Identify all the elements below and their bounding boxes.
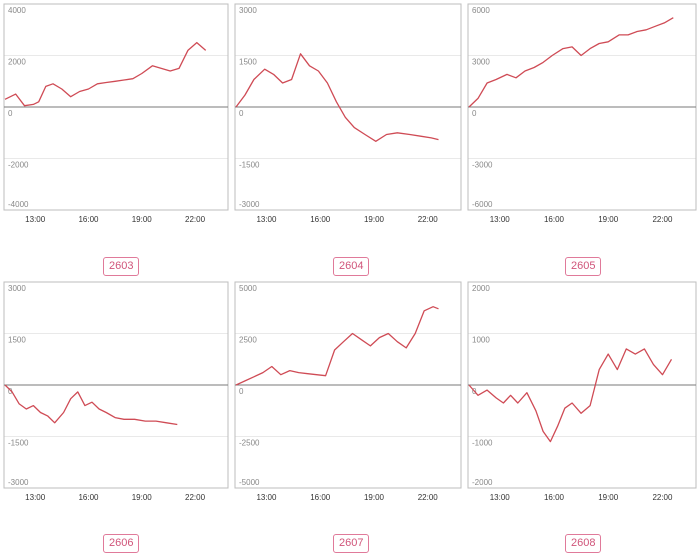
x-tick-label: 22:00 bbox=[185, 493, 206, 502]
series-line bbox=[4, 384, 178, 426]
y-tick-label: -3000 bbox=[239, 200, 260, 209]
y-tick-label: 1500 bbox=[239, 58, 257, 67]
y-tick-label: 5000 bbox=[239, 284, 257, 293]
y-tick-label: 3000 bbox=[239, 6, 257, 15]
y-tick-label: -5000 bbox=[239, 478, 260, 487]
x-tick-label: 13:00 bbox=[25, 493, 46, 502]
x-tick-label: 19:00 bbox=[132, 215, 153, 224]
y-tick-label: 3000 bbox=[472, 58, 490, 67]
y-tick-label: 2000 bbox=[8, 58, 26, 67]
x-tick-label: 19:00 bbox=[364, 493, 385, 502]
y-tick-label: -2000 bbox=[8, 161, 29, 170]
y-tick-label: 2000 bbox=[472, 284, 490, 293]
x-tick-label: 13:00 bbox=[256, 215, 277, 224]
y-tick-label: 2500 bbox=[239, 336, 257, 345]
contract-badge-2603[interactable]: 2603 bbox=[103, 257, 140, 276]
y-tick-label: 0 bbox=[8, 109, 13, 118]
y-tick-label: 0 bbox=[239, 387, 244, 396]
y-tick-label: 0 bbox=[8, 387, 13, 396]
x-tick-label: 22:00 bbox=[418, 493, 439, 502]
series-line bbox=[468, 17, 674, 108]
contract-badge-2605[interactable]: 2605 bbox=[565, 257, 602, 276]
x-tick-label: 19:00 bbox=[598, 493, 619, 502]
contract-badge-2606[interactable]: 2606 bbox=[103, 534, 140, 553]
x-tick-label: 19:00 bbox=[598, 215, 619, 224]
y-tick-label: 1000 bbox=[472, 336, 490, 345]
series-line bbox=[235, 306, 439, 386]
y-tick-label: 4000 bbox=[8, 6, 26, 15]
y-tick-label: 3000 bbox=[8, 284, 26, 293]
x-tick-label: 19:00 bbox=[364, 215, 385, 224]
x-tick-label: 22:00 bbox=[185, 215, 206, 224]
y-tick-label: 0 bbox=[472, 109, 477, 118]
y-tick-label: -2000 bbox=[472, 478, 493, 487]
series-line bbox=[235, 53, 439, 142]
y-tick-label: -4000 bbox=[8, 200, 29, 209]
y-tick-label: 1500 bbox=[8, 336, 26, 345]
y-tick-label: -1500 bbox=[8, 439, 29, 448]
x-tick-label: 13:00 bbox=[256, 493, 277, 502]
x-tick-label: 16:00 bbox=[544, 493, 565, 502]
y-tick-label: -3000 bbox=[472, 161, 493, 170]
y-tick-label: -3000 bbox=[8, 478, 29, 487]
x-tick-label: 16:00 bbox=[78, 215, 99, 224]
contract-badge-2604[interactable]: 2604 bbox=[333, 257, 370, 276]
x-tick-label: 16:00 bbox=[78, 493, 99, 502]
x-tick-label: 16:00 bbox=[310, 493, 331, 502]
x-tick-label: 13:00 bbox=[490, 215, 511, 224]
y-tick-label: 6000 bbox=[472, 6, 490, 15]
series-line bbox=[4, 41, 207, 107]
series-line bbox=[468, 348, 673, 443]
y-tick-label: -1000 bbox=[472, 439, 493, 448]
y-tick-label: -2500 bbox=[239, 439, 260, 448]
x-tick-label: 22:00 bbox=[652, 493, 673, 502]
x-tick-label: 16:00 bbox=[544, 215, 565, 224]
x-tick-label: 16:00 bbox=[310, 215, 331, 224]
contract-badge-2607[interactable]: 2607 bbox=[333, 534, 370, 553]
y-tick-label: 0 bbox=[239, 109, 244, 118]
x-tick-label: 19:00 bbox=[132, 493, 153, 502]
x-tick-label: 13:00 bbox=[25, 215, 46, 224]
contract-badge-2608[interactable]: 2608 bbox=[565, 534, 602, 553]
x-tick-label: 22:00 bbox=[418, 215, 439, 224]
y-tick-label: -6000 bbox=[472, 200, 493, 209]
x-tick-label: 13:00 bbox=[490, 493, 511, 502]
y-tick-label: -1500 bbox=[239, 161, 260, 170]
x-tick-label: 22:00 bbox=[652, 215, 673, 224]
